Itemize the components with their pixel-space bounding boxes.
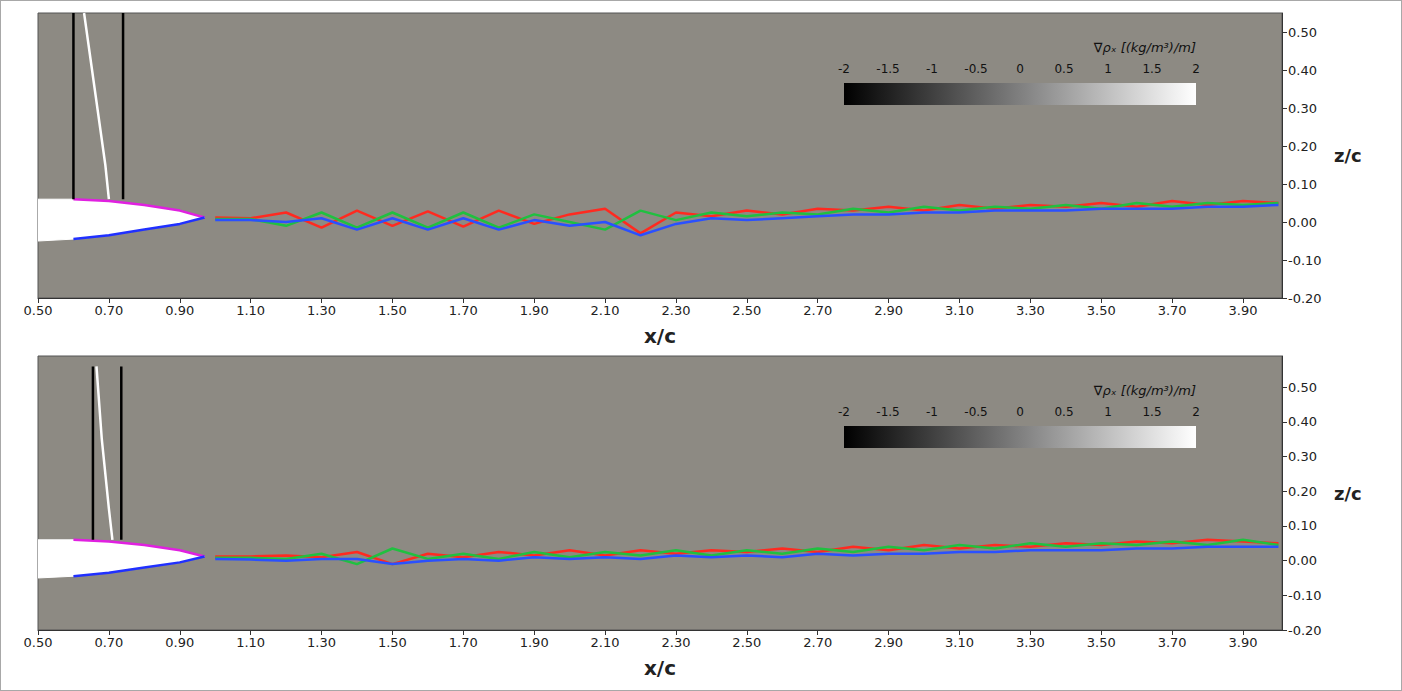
svg-text:z/c: z/c [1334,145,1362,166]
svg-text:0.50: 0.50 [24,303,53,318]
svg-text:0.5: 0.5 [1054,62,1073,76]
svg-text:0: 0 [1016,405,1024,419]
svg-text:2.50: 2.50 [732,635,761,650]
svg-text:1.5: 1.5 [1142,62,1161,76]
svg-text:0.90: 0.90 [165,303,194,318]
svg-text:-2: -2 [838,62,850,76]
svg-text:∇ρₓ [(kg/m³)/m]: ∇ρₓ [(kg/m³)/m] [1093,40,1196,55]
svg-text:2.10: 2.10 [591,635,620,650]
svg-text:1: 1 [1104,405,1112,419]
svg-text:2.90: 2.90 [874,303,903,318]
svg-text:-0.10: -0.10 [1288,588,1322,603]
svg-text:3.50: 3.50 [1087,635,1116,650]
svg-text:0.20: 0.20 [1288,139,1317,154]
svg-text:0.40: 0.40 [1288,63,1317,78]
svg-text:1.90: 1.90 [520,303,549,318]
svg-text:0.50: 0.50 [1288,380,1317,395]
svg-text:-0.20: -0.20 [1288,291,1322,306]
svg-text:-1: -1 [926,62,938,76]
svg-text:1.5: 1.5 [1142,405,1161,419]
svg-text:2.30: 2.30 [661,303,690,318]
svg-text:0.50: 0.50 [1288,25,1317,40]
svg-text:0.50: 0.50 [24,635,53,650]
svg-text:0: 0 [1016,62,1024,76]
svg-text:1.50: 1.50 [378,303,407,318]
svg-text:3.30: 3.30 [1016,303,1045,318]
svg-text:2.70: 2.70 [803,303,832,318]
svg-text:3.70: 3.70 [1158,635,1187,650]
svg-text:1.90: 1.90 [520,635,549,650]
svg-text:3.90: 3.90 [1229,303,1258,318]
svg-text:3.30: 3.30 [1016,635,1045,650]
svg-text:3.50: 3.50 [1087,303,1116,318]
svg-text:1.10: 1.10 [236,635,265,650]
svg-text:2.10: 2.10 [591,303,620,318]
svg-text:0.30: 0.30 [1288,449,1317,464]
svg-text:0.70: 0.70 [94,303,123,318]
svg-text:∇ρₓ [(kg/m³)/m]: ∇ρₓ [(kg/m³)/m] [1093,383,1196,398]
svg-text:z/c: z/c [1334,483,1362,504]
svg-text:-2: -2 [838,405,850,419]
svg-text:0.5: 0.5 [1054,405,1073,419]
svg-text:0.30: 0.30 [1288,101,1317,116]
svg-text:2.50: 2.50 [732,303,761,318]
svg-text:x/c: x/c [644,324,676,348]
svg-text:-0.5: -0.5 [964,405,987,419]
svg-text:-0.10: -0.10 [1288,253,1322,268]
svg-text:-1.5: -1.5 [876,405,899,419]
svg-text:2: 2 [1192,62,1200,76]
svg-text:-0.20: -0.20 [1288,623,1322,638]
svg-text:2: 2 [1192,405,1200,419]
svg-text:-1: -1 [926,405,938,419]
svg-text:2.90: 2.90 [874,635,903,650]
svg-text:3.10: 3.10 [945,303,974,318]
svg-text:0.70: 0.70 [94,635,123,650]
svg-text:0.00: 0.00 [1288,215,1317,230]
svg-text:0.90: 0.90 [165,635,194,650]
svg-text:1.70: 1.70 [449,635,478,650]
svg-text:3.70: 3.70 [1158,303,1187,318]
svg-text:3.90: 3.90 [1229,635,1258,650]
svg-text:0.00: 0.00 [1288,553,1317,568]
svg-text:2.70: 2.70 [803,635,832,650]
svg-text:0.10: 0.10 [1288,177,1317,192]
svg-text:1.10: 1.10 [236,303,265,318]
svg-text:3.10: 3.10 [945,635,974,650]
svg-text:2.30: 2.30 [661,635,690,650]
svg-text:0.20: 0.20 [1288,484,1317,499]
svg-text:1: 1 [1104,62,1112,76]
svg-text:1.30: 1.30 [307,635,336,650]
svg-text:1.30: 1.30 [307,303,336,318]
svg-text:x/c: x/c [644,656,676,680]
svg-text:0.10: 0.10 [1288,518,1317,533]
svg-text:1.70: 1.70 [449,303,478,318]
svg-text:0.40: 0.40 [1288,414,1317,429]
svg-text:1.50: 1.50 [378,635,407,650]
svg-text:-1.5: -1.5 [876,62,899,76]
svg-text:-0.5: -0.5 [964,62,987,76]
